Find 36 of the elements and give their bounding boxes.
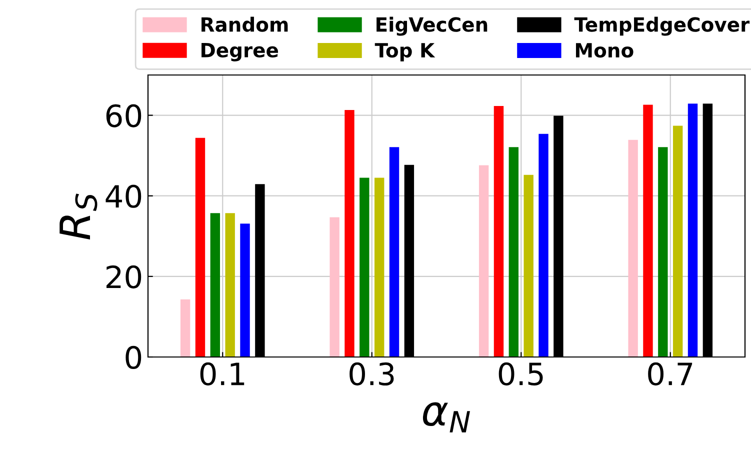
bar xyxy=(210,213,220,357)
bar xyxy=(672,126,683,357)
x-tick-label: 0.5 xyxy=(498,362,543,386)
bar xyxy=(330,217,340,357)
bar xyxy=(508,147,519,357)
bar xyxy=(240,224,250,357)
bar xyxy=(658,147,668,357)
x-tick-label: 0.1 xyxy=(200,362,244,386)
y-axis-title: R$_{S}$ xyxy=(60,194,98,240)
bar xyxy=(494,106,504,357)
bar xyxy=(538,134,548,357)
bar xyxy=(688,104,698,357)
bar xyxy=(360,178,370,357)
legend-label: Mono xyxy=(576,43,634,58)
legend-label: TempEdgeCover xyxy=(574,16,750,36)
y-tick-label: 0 xyxy=(126,346,142,370)
y-tick-label: 60 xyxy=(106,104,142,128)
legend-label: Degree xyxy=(202,43,278,62)
legend-label: Random xyxy=(202,16,288,32)
x-tick-label: 0.3 xyxy=(350,362,394,386)
y-tick-label: 20 xyxy=(106,265,142,288)
x-tick-label: 0.7 xyxy=(648,362,692,386)
bar xyxy=(478,165,489,357)
legend-label: Top K xyxy=(374,43,436,62)
bar xyxy=(195,138,206,357)
bar xyxy=(344,110,354,357)
bar xyxy=(524,174,534,357)
x-axis-title: α$_{N}$ xyxy=(422,402,470,432)
bar xyxy=(180,299,190,357)
bar xyxy=(628,140,638,357)
bar xyxy=(643,104,653,357)
bar xyxy=(374,178,384,357)
bar xyxy=(225,213,235,357)
legend-label: EigVecCen xyxy=(376,16,488,36)
bar xyxy=(389,147,400,357)
y-tick-label: 40 xyxy=(106,184,142,208)
